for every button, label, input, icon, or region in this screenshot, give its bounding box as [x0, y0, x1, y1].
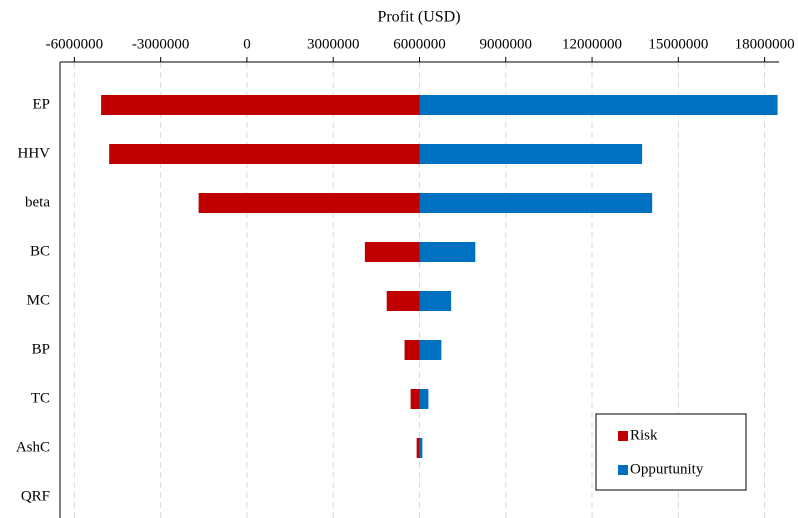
x-tick-label: 3000000 — [307, 36, 360, 52]
bar — [386, 291, 420, 311]
x-tick-label: 12000000 — [562, 36, 622, 52]
legend-label: Risk — [630, 427, 658, 443]
y-tick-label: BP — [32, 341, 50, 357]
y-tick-label: TC — [31, 390, 50, 406]
bar — [416, 438, 420, 458]
x-tick-label: -6000000 — [46, 36, 104, 52]
bar — [109, 144, 420, 164]
y-tick-label: MC — [27, 292, 50, 308]
legend-box — [595, 413, 747, 491]
y-tick-label: QRF — [21, 488, 50, 504]
y-tick-label: EP — [32, 96, 50, 112]
y-tick-label: HHV — [18, 145, 51, 161]
legend-swatch — [618, 431, 628, 441]
legend-swatch — [618, 465, 628, 475]
x-tick-label: 18000000 — [735, 36, 795, 52]
y-tick-label: BC — [30, 243, 50, 259]
bar — [404, 340, 420, 360]
bar — [419, 242, 476, 262]
bar — [419, 291, 452, 311]
x-tick-label: 6000000 — [393, 36, 446, 52]
y-tick-label: beta — [25, 194, 50, 210]
x-tick-label: 9000000 — [480, 36, 533, 52]
x-tick-label: 15000000 — [648, 36, 708, 52]
bar — [419, 144, 643, 164]
x-tick-label: 0 — [243, 36, 251, 52]
bar — [419, 389, 429, 409]
bar — [410, 389, 420, 409]
legend-label: Oppurtunity — [630, 461, 704, 477]
bar — [419, 340, 442, 360]
y-tick-label: AshC — [16, 439, 50, 455]
bar — [419, 193, 653, 213]
bar — [364, 242, 420, 262]
bar — [419, 438, 423, 458]
bar — [419, 95, 778, 115]
bar — [101, 95, 420, 115]
chart-title: Profit (USD) — [377, 9, 460, 26]
bar — [198, 193, 420, 213]
x-tick-label: -3000000 — [132, 36, 190, 52]
